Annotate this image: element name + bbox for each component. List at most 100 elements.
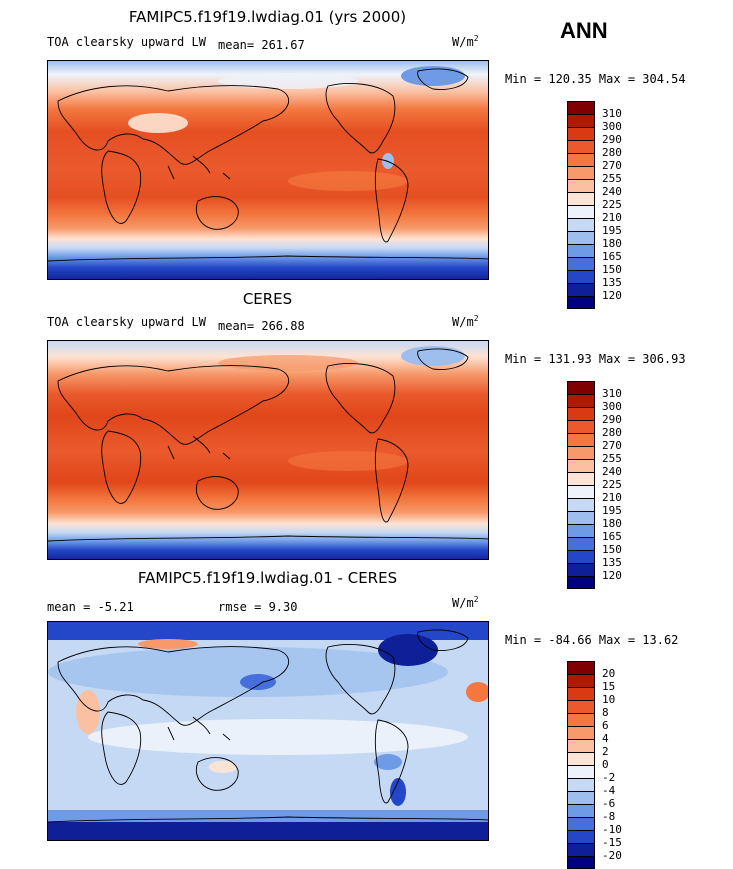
colorbar-swatch — [567, 459, 595, 472]
panel-2-colorbar — [567, 381, 595, 589]
colorbar-tick-label: -2 — [602, 771, 616, 784]
colorbar-swatch — [567, 420, 595, 433]
colorbar-tick-label: 2 — [602, 745, 609, 758]
colorbar-tick-label: 150 — [602, 263, 622, 276]
colorbar-tick-label: -4 — [602, 784, 616, 797]
colorbar-tick-label: 280 — [602, 426, 622, 439]
colorbar-swatch — [567, 563, 595, 576]
colorbar-swatch — [567, 153, 595, 166]
panel-1-variable-label: TOA clearsky upward LW — [47, 35, 206, 49]
colorbar-tick-label: -10 — [602, 823, 622, 836]
colorbar-tick-label: 195 — [602, 224, 622, 237]
colorbar-tick-label: 225 — [602, 198, 622, 211]
panel-2-units: W/m2 — [452, 314, 479, 329]
colorbar-tick-label: -6 — [602, 797, 616, 810]
colorbar-tick-label: 180 — [602, 517, 622, 530]
panel-3-title: FAMIPC5.f19f19.lwdiag.01 - CERES — [137, 569, 398, 587]
colorbar-tick-label: 0 — [602, 758, 609, 771]
panel-1-mean-label: mean= 261.67 — [218, 38, 305, 52]
colorbar-swatch — [567, 433, 595, 446]
colorbar-tick-label: 240 — [602, 185, 622, 198]
colorbar-swatch — [567, 446, 595, 459]
colorbar-swatch — [567, 127, 595, 140]
colorbar-swatch — [567, 257, 595, 270]
panel-2-mean-label: mean= 266.88 — [218, 319, 305, 333]
colorbar-tick-label: 290 — [602, 133, 622, 146]
colorbar-swatch — [567, 765, 595, 778]
colorbar-tick-label: 300 — [602, 120, 622, 133]
panel-1-title: FAMIPC5.f19f19.lwdiag.01 (yrs 2000) — [128, 8, 407, 26]
panel-1-units: W/m2 — [452, 34, 479, 49]
colorbar-tick-label: 15 — [602, 680, 616, 693]
colorbar-swatch — [567, 524, 595, 537]
colorbar-swatch — [567, 140, 595, 153]
colorbar-swatch — [567, 166, 595, 179]
colorbar-tick-label: 195 — [602, 504, 622, 517]
colorbar-swatch — [567, 804, 595, 817]
colorbar-tick-label: 180 — [602, 237, 622, 250]
colorbar-tick-label: 225 — [602, 478, 622, 491]
panel-3-map — [47, 621, 489, 841]
season-label: ANN — [560, 18, 608, 43]
colorbar-tick-label: 120 — [602, 289, 622, 302]
colorbar-tick-label: 290 — [602, 413, 622, 426]
panel-3-colorbar — [567, 661, 595, 869]
colorbar-swatch — [567, 661, 595, 674]
panel-1-min-max: Min = 120.35 Max = 304.54 — [505, 72, 686, 86]
colorbar-swatch — [567, 817, 595, 830]
colorbar-swatch — [567, 856, 595, 869]
colorbar-tick-label: 150 — [602, 543, 622, 556]
panel-3-min-max: Min = -84.66 Max = 13.62 — [505, 633, 679, 647]
colorbar-swatch — [567, 752, 595, 765]
colorbar-tick-label: 255 — [602, 452, 622, 465]
colorbar-swatch — [567, 394, 595, 407]
colorbar-tick-label: 240 — [602, 465, 622, 478]
colorbar-swatch — [567, 296, 595, 309]
colorbar-swatch — [567, 218, 595, 231]
colorbar-tick-label: -8 — [602, 810, 616, 823]
colorbar-swatch — [567, 270, 595, 283]
colorbar-swatch — [567, 101, 595, 114]
colorbar-swatch — [567, 231, 595, 244]
colorbar-tick-label: 300 — [602, 400, 622, 413]
colorbar-swatch — [567, 687, 595, 700]
colorbar-tick-label: 310 — [602, 107, 622, 120]
colorbar-tick-label: 4 — [602, 732, 609, 745]
colorbar-swatch — [567, 537, 595, 550]
panel-3-units: W/m2 — [452, 595, 479, 610]
colorbar-swatch — [567, 778, 595, 791]
colorbar-tick-label: 270 — [602, 439, 622, 452]
colorbar-swatch — [567, 192, 595, 205]
colorbar-tick-label: 20 — [602, 667, 616, 680]
colorbar-swatch — [567, 179, 595, 192]
colorbar-swatch — [567, 498, 595, 511]
panel-3-rmse-label: rmse = 9.30 — [218, 600, 298, 614]
colorbar-swatch — [567, 485, 595, 498]
colorbar-swatch — [567, 381, 595, 394]
colorbar-swatch — [567, 791, 595, 804]
colorbar-swatch — [567, 114, 595, 127]
colorbar-swatch — [567, 713, 595, 726]
colorbar-swatch — [567, 511, 595, 524]
colorbar-swatch — [567, 205, 595, 218]
panel-2-map — [47, 340, 489, 560]
colorbar-swatch — [567, 830, 595, 843]
colorbar-tick-label: 135 — [602, 276, 622, 289]
colorbar-swatch — [567, 550, 595, 563]
colorbar-tick-label: 210 — [602, 211, 622, 224]
panel-2-title: CERES — [242, 290, 293, 308]
colorbar-swatch — [567, 726, 595, 739]
colorbar-swatch — [567, 843, 595, 856]
colorbar-swatch — [567, 739, 595, 752]
colorbar-tick-label: 135 — [602, 556, 622, 569]
colorbar-swatch — [567, 244, 595, 257]
colorbar-tick-label: 280 — [602, 146, 622, 159]
colorbar-swatch — [567, 407, 595, 420]
colorbar-tick-label: 310 — [602, 387, 622, 400]
colorbar-swatch — [567, 674, 595, 687]
colorbar-swatch — [567, 283, 595, 296]
panel-1-colorbar — [567, 101, 595, 309]
panel-3-mean-label: mean = -5.21 — [47, 600, 134, 614]
colorbar-tick-label: 10 — [602, 693, 616, 706]
colorbar-tick-label: 8 — [602, 706, 609, 719]
